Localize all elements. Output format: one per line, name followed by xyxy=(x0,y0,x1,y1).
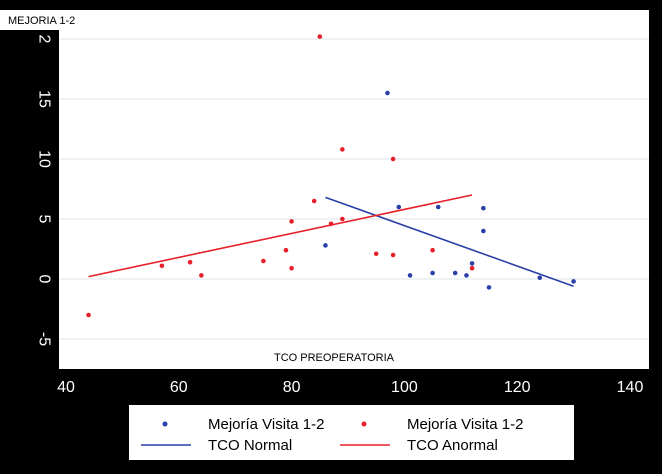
legend-marker-blue-dot xyxy=(162,421,168,427)
data-point-blue xyxy=(464,273,469,278)
x-tick-label: 60 xyxy=(170,379,188,396)
data-point-blue xyxy=(486,285,492,290)
x-tick-label: 40 xyxy=(57,379,75,396)
data-point-red xyxy=(159,263,165,269)
y-axis-ticks: -5 0 5 10 15 2 xyxy=(36,35,53,347)
legend-label-red-points: Mejoría Visita 1-2 xyxy=(407,416,523,433)
data-point-blue xyxy=(452,270,458,276)
data-point-red xyxy=(187,259,193,265)
plot-area xyxy=(59,10,649,369)
y-tick-label: -5 xyxy=(36,332,53,346)
x-tick-label: 120 xyxy=(504,379,531,396)
legend-label-tco-normal: TCO Normal xyxy=(208,437,292,454)
data-point-blue xyxy=(396,204,402,210)
y-tick-label: 0 xyxy=(36,275,53,284)
data-point-red xyxy=(390,252,396,258)
data-point-red xyxy=(261,258,266,264)
trend-lines xyxy=(88,194,574,287)
data-point-blue xyxy=(430,270,435,276)
data-point-red xyxy=(340,147,345,152)
data-point-red xyxy=(340,216,345,222)
x-axis-label-box xyxy=(255,346,413,368)
chart-title-box xyxy=(0,10,122,30)
chart-title: MEJORIA 1-2 xyxy=(8,15,75,27)
legend-marker-red-dot xyxy=(361,421,367,427)
data-point-blue xyxy=(481,228,486,234)
data-point-blue xyxy=(385,90,390,96)
data-points xyxy=(86,34,576,318)
data-point-red xyxy=(317,34,323,39)
data-point-red xyxy=(199,273,204,278)
trend-line-tco-normal xyxy=(325,196,574,287)
legend-box xyxy=(129,405,574,460)
data-point-red xyxy=(289,265,294,271)
data-point-red xyxy=(289,219,294,224)
data-point-blue xyxy=(571,279,576,284)
legend-label-tco-anormal: TCO Anormal xyxy=(407,437,498,454)
legend: Mejoría Visita 1-2 Mejoría Visita 1-2 TC… xyxy=(129,405,574,460)
data-point-blue xyxy=(407,273,413,278)
x-tick-label: 100 xyxy=(391,379,418,396)
x-tick-label: 80 xyxy=(283,379,301,396)
data-point-blue xyxy=(481,205,486,211)
y-tick-label: 2 xyxy=(36,35,53,44)
data-point-red xyxy=(390,156,396,162)
data-point-red xyxy=(311,198,317,204)
legend-label-blue-points: Mejoría Visita 1-2 xyxy=(208,416,324,433)
data-point-blue xyxy=(537,275,543,281)
y-tick-label: 15 xyxy=(36,90,53,108)
data-point-blue xyxy=(469,261,475,266)
data-point-red xyxy=(328,221,334,227)
data-point-blue xyxy=(435,204,441,210)
data-point-red xyxy=(283,247,289,253)
x-axis-label: TCO PREOPERATORIA xyxy=(274,352,395,364)
data-point-red xyxy=(430,247,435,253)
y-tick-label: 10 xyxy=(36,150,53,168)
x-axis-ticks: 40 60 80 100 120 140 xyxy=(57,379,643,396)
data-point-red xyxy=(86,312,91,318)
data-point-red xyxy=(373,251,379,257)
data-point-blue xyxy=(323,243,328,248)
trend-line-tco-anormal xyxy=(88,194,473,278)
gridlines xyxy=(59,38,649,340)
data-point-red xyxy=(469,265,475,271)
x-tick-label: 140 xyxy=(617,379,644,396)
y-tick-label: 5 xyxy=(36,215,53,224)
